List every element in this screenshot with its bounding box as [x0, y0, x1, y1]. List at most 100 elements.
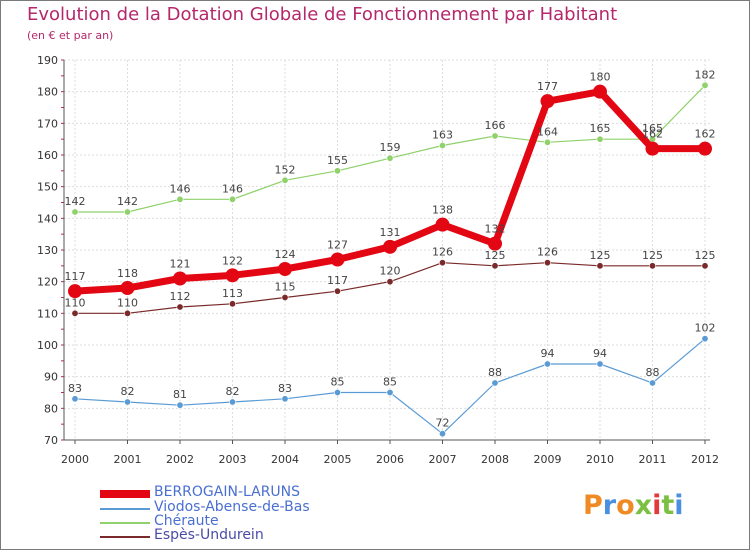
data-point	[71, 395, 79, 403]
y-tick-label: 160	[37, 149, 58, 162]
data-point	[488, 236, 502, 251]
data-point	[71, 309, 79, 317]
data-label: 166	[485, 119, 506, 132]
data-label: 142	[117, 195, 138, 208]
data-point	[438, 142, 446, 150]
data-point	[438, 430, 446, 438]
y-tick-label: 140	[37, 212, 58, 225]
data-point	[543, 138, 551, 146]
data-label: 159	[380, 141, 401, 154]
y-tick-label: 180	[37, 86, 58, 99]
legend-swatch	[100, 490, 150, 498]
data-label: 110	[65, 296, 86, 309]
data-label: 177	[537, 80, 558, 93]
data-label: 138	[432, 204, 453, 217]
data-point	[124, 398, 132, 406]
data-point	[383, 239, 397, 254]
data-point	[701, 81, 709, 89]
legend-swatch	[100, 536, 150, 538]
data-point	[596, 135, 604, 143]
data-label: 102	[695, 322, 716, 335]
data-label: 88	[646, 366, 660, 379]
data-label: 72	[436, 417, 450, 430]
data-label: 146	[222, 182, 243, 195]
x-tick-label: 2001	[114, 453, 142, 466]
data-label: 118	[117, 267, 138, 280]
data-point	[593, 84, 607, 99]
data-point	[176, 303, 184, 311]
data-point	[491, 262, 499, 270]
data-label: 164	[537, 125, 558, 138]
legend-label: Espès-Undurein	[154, 527, 264, 543]
data-point	[543, 360, 551, 368]
data-point	[120, 281, 135, 295]
data-label: 152	[275, 163, 296, 176]
x-tick-label: 2006	[376, 453, 404, 466]
data-point	[229, 398, 237, 406]
data-label: 162	[642, 128, 663, 141]
data-point	[330, 252, 345, 267]
data-point	[333, 167, 341, 175]
data-point	[596, 262, 604, 270]
data-label: 88	[488, 366, 502, 379]
data-point	[71, 208, 79, 216]
data-point	[596, 360, 604, 368]
data-label: 127	[327, 239, 348, 252]
x-tick-label: 2005	[324, 453, 352, 466]
data-point	[333, 388, 341, 396]
data-point	[225, 268, 240, 283]
data-label: 83	[68, 382, 82, 395]
data-point	[281, 293, 289, 301]
legend-label: Viodos-Abense-de-Bas	[154, 499, 310, 515]
data-point	[491, 132, 499, 140]
data-label: 115	[275, 281, 296, 294]
data-point	[698, 141, 712, 156]
data-point	[438, 259, 446, 267]
data-label: 182	[695, 68, 716, 81]
data-point	[333, 287, 341, 295]
x-tick-label: 2008	[481, 453, 509, 466]
y-tick-label: 80	[44, 402, 58, 415]
data-point	[176, 401, 184, 409]
y-tick-label: 100	[37, 339, 58, 352]
y-tick-label: 190	[37, 54, 58, 67]
x-tick-label: 2010	[586, 453, 614, 466]
data-label: 142	[65, 195, 86, 208]
data-label: 125	[485, 249, 506, 262]
data-label: 132	[485, 223, 506, 236]
data-point	[229, 300, 237, 308]
data-point	[648, 262, 656, 270]
y-tick-label: 170	[37, 117, 58, 130]
data-label: 81	[173, 388, 187, 401]
data-label: 165	[590, 122, 611, 135]
x-tick-label: 2011	[639, 453, 667, 466]
x-tick-label: 2012	[691, 453, 719, 466]
data-label: 155	[327, 154, 348, 167]
data-label: 82	[121, 385, 135, 398]
data-label: 125	[642, 249, 663, 262]
data-label: 165	[642, 122, 663, 135]
data-point	[281, 395, 289, 403]
y-tick-label: 120	[37, 276, 58, 289]
data-label: 121	[170, 258, 191, 271]
x-tick-label: 2000	[61, 453, 89, 466]
data-label: 94	[593, 347, 607, 360]
y-tick-label: 70	[44, 434, 58, 447]
data-label: 125	[695, 249, 716, 262]
x-tick-label: 2009	[534, 453, 562, 466]
data-label: 110	[117, 296, 138, 309]
data-label: 124	[275, 248, 296, 261]
legend-swatch	[100, 508, 150, 510]
chart-title: Evolution de la Dotation Globale de Fonc…	[27, 4, 618, 25]
data-point	[701, 335, 709, 343]
data-point	[281, 176, 289, 184]
data-point	[229, 195, 237, 203]
y-tick-label: 150	[37, 181, 58, 194]
data-label: 117	[65, 270, 86, 283]
proxiti-logo: Proxiti	[583, 490, 684, 521]
data-point	[386, 278, 394, 286]
data-point	[124, 309, 132, 317]
data-label: 94	[541, 347, 555, 360]
data-point	[173, 271, 187, 286]
